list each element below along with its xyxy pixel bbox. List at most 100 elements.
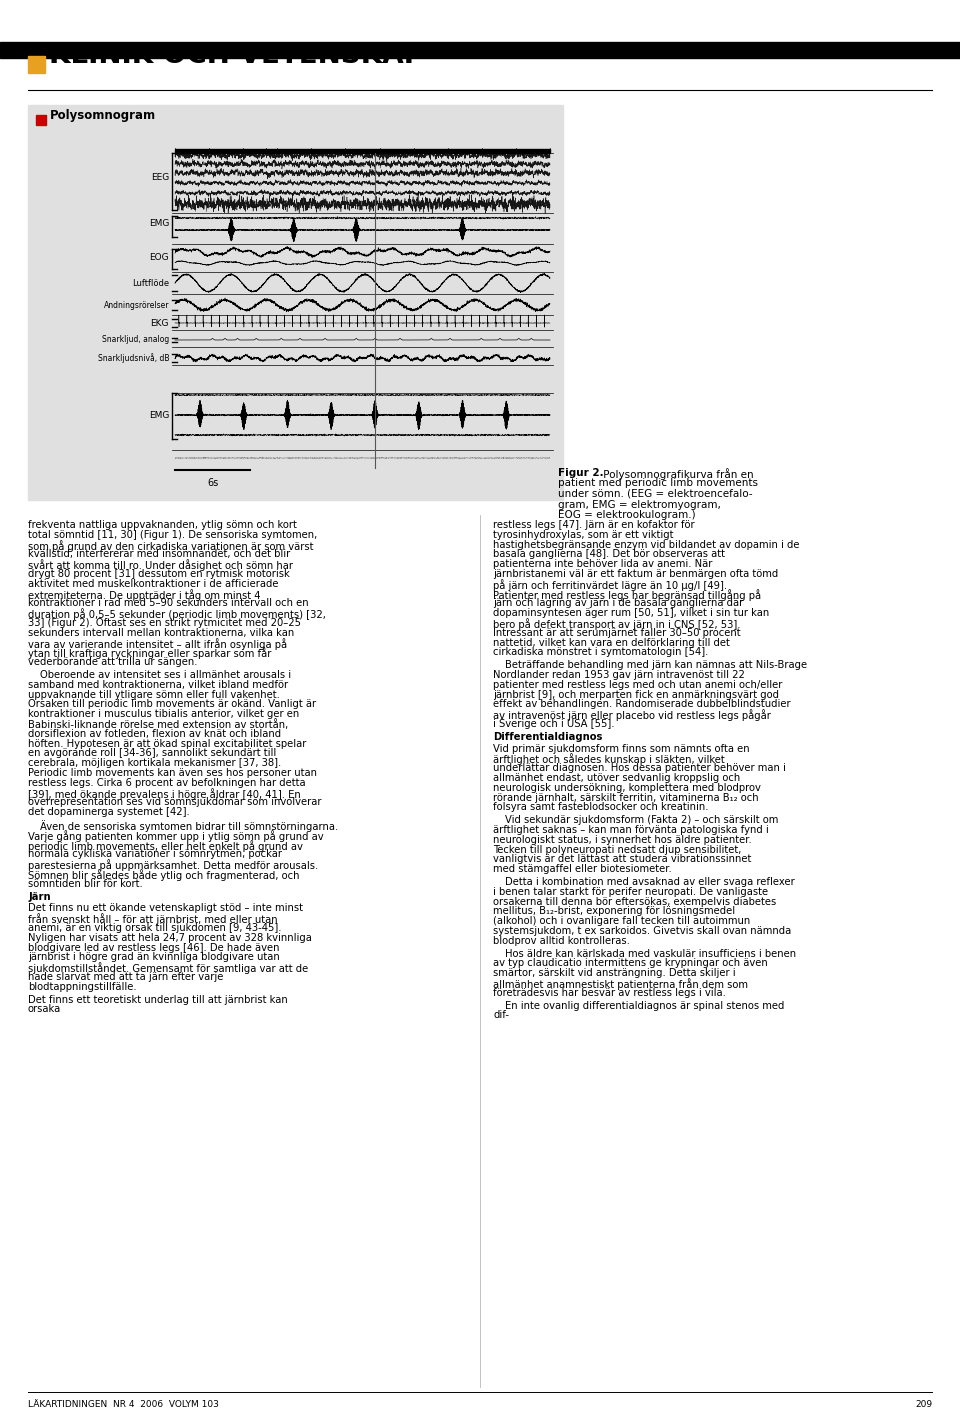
Text: EOG = elektrookulogram.): EOG = elektrookulogram.) <box>558 510 696 520</box>
Text: smärtor, särskilt vid ansträngning. Detta skiljer i: smärtor, särskilt vid ansträngning. Dett… <box>493 969 735 979</box>
Text: företrädesvis har besvär av restless legs i vila.: företrädesvis har besvär av restless leg… <box>493 988 726 998</box>
Text: systemsjukdom, t ex sarkoidos. Givetvis skall ovan nämnda: systemsjukdom, t ex sarkoidos. Givetvis … <box>493 926 791 936</box>
Text: överrepresentation ses vid sömnsjukdomar som involverar: överrepresentation ses vid sömnsjukdomar… <box>28 798 322 808</box>
Text: uppvaknande till ytligare sömn eller full vakenhet.: uppvaknande till ytligare sömn eller ful… <box>28 689 280 699</box>
Text: periodic limb movements, eller helt enkelt på grund av: periodic limb movements, eller helt enke… <box>28 840 302 851</box>
Text: blodprov alltid kontrolleras.: blodprov alltid kontrolleras. <box>493 936 630 946</box>
Text: anemi, är en viktig orsak till sjukdomen [9, 43-45].: anemi, är en viktig orsak till sjukdomen… <box>28 923 281 933</box>
Text: allmänhet endast, utöver sedvanlig kroppslig och: allmänhet endast, utöver sedvanlig kropp… <box>493 772 740 784</box>
Text: dif-: dif- <box>493 1011 509 1021</box>
Text: Polysomnografikurva från en: Polysomnografikurva från en <box>600 467 754 480</box>
Text: Patienter med restless legs har begränsad tillgång på: Patienter med restless legs har begränsa… <box>493 589 761 600</box>
Text: Periodic limb movements kan även ses hos personer utan: Periodic limb movements kan även ses hos… <box>28 768 317 778</box>
Text: drygt 80 procent [31] dessutom en rytmisk motorisk: drygt 80 procent [31] dessutom en rytmis… <box>28 569 290 579</box>
Text: som på grund av den cirkadiska variationen är som värst: som på grund av den cirkadiska variation… <box>28 539 314 552</box>
Text: orsaka: orsaka <box>28 1004 61 1014</box>
Text: 209: 209 <box>915 1401 932 1409</box>
Text: Snarkljudsnivå, dB: Snarkljudsnivå, dB <box>98 353 169 363</box>
Text: patient med periodic limb movements: patient med periodic limb movements <box>558 479 758 489</box>
Text: mellitus, B₁₂-brist, exponering för lösningsmedel: mellitus, B₁₂-brist, exponering för lösn… <box>493 907 735 916</box>
Text: blodgivare led av restless legs [46]. De hade även: blodgivare led av restless legs [46]. De… <box>28 943 279 953</box>
Text: Varje gång patienten kommer upp i ytlig sömn på grund av: Varje gång patienten kommer upp i ytlig … <box>28 830 324 842</box>
Text: effekt av behandlingen. Randomiserade dubbelblindstudier: effekt av behandlingen. Randomiserade du… <box>493 699 791 709</box>
Text: basala ganglierna [48]. Det bör observeras att: basala ganglierna [48]. Det bör observer… <box>493 549 725 559</box>
Text: orsakerna till denna bör eftersökas, exempelvis diabetes: orsakerna till denna bör eftersökas, exe… <box>493 897 777 907</box>
Text: extremiteterna. De uppträder i tåg om minst 4: extremiteterna. De uppträder i tåg om mi… <box>28 589 260 600</box>
Text: från svenskt håll – för att järnbrist, med eller utan: från svenskt håll – för att järnbrist, m… <box>28 914 277 925</box>
Text: järn och lagring av järn i de basala ganglierna där: järn och lagring av järn i de basala gan… <box>493 599 743 609</box>
Text: Vid sekundär sjukdomsform (Fakta 2) – och särskilt om: Vid sekundär sjukdomsform (Fakta 2) – oc… <box>505 815 779 825</box>
Text: EMG: EMG <box>149 411 169 419</box>
Text: Nyligen har visats att hela 24,7 procent av 328 kvinnliga: Nyligen har visats att hela 24,7 procent… <box>28 933 312 943</box>
Text: Polysomnogram: Polysomnogram <box>50 109 156 121</box>
Text: patienter med restless legs med och utan anemi och/eller: patienter med restless legs med och utan… <box>493 679 782 690</box>
Text: tyrosinhydroxylas, som är ett viktigt: tyrosinhydroxylas, som är ett viktigt <box>493 530 674 539</box>
Text: hastighetsbegränsande enzym vid bildandet av dopamin i de: hastighetsbegränsande enzym vid bildande… <box>493 539 800 549</box>
Text: neurologiskt status, i synnerhet hos äldre patienter.: neurologiskt status, i synnerhet hos äld… <box>493 834 752 844</box>
Text: i benen talar starkt för perifer neuropati. De vanligaste: i benen talar starkt för perifer neuropa… <box>493 887 768 897</box>
Text: total sömntid [11, 30] (Figur 1). De sensoriska symtomen,: total sömntid [11, 30] (Figur 1). De sen… <box>28 530 317 539</box>
Text: Även de sensoriska symtomen bidrar till sömnstörningarna.: Även de sensoriska symtomen bidrar till … <box>40 820 338 832</box>
Text: cerebrala, möjligen kortikala mekanismer [37, 38].: cerebrala, möjligen kortikala mekanismer… <box>28 758 281 768</box>
Text: Det finns ett teoretiskt underlag till att järnbrist kan: Det finns ett teoretiskt underlag till a… <box>28 994 288 1004</box>
Text: 33] (Figur 2). Oftast ses en strikt rytmicitet med 20–25: 33] (Figur 2). Oftast ses en strikt rytm… <box>28 618 301 628</box>
Text: aktivitet med muskelkontraktioner i de afficierade: aktivitet med muskelkontraktioner i de a… <box>28 579 278 589</box>
Text: Sömnen blir således både ytlig och fragmenterad, och: Sömnen blir således både ytlig och fragm… <box>28 868 300 881</box>
Text: med stämgaffel eller biotesiometer.: med stämgaffel eller biotesiometer. <box>493 864 672 874</box>
Text: folsyra samt fasteblodsocker och kreatinin.: folsyra samt fasteblodsocker och kreatin… <box>493 802 708 812</box>
Text: sömntiden blir för kort.: sömntiden blir för kort. <box>28 878 143 888</box>
Text: Vid primär sjukdomsform finns som nämnts ofta en: Vid primär sjukdomsform finns som nämnts… <box>493 744 750 754</box>
Text: nattetid, vilket kan vara en delförklaring till det: nattetid, vilket kan vara en delförklari… <box>493 638 730 648</box>
Text: kontraktioner i rad med 5–90 sekunders intervall och en: kontraktioner i rad med 5–90 sekunders i… <box>28 599 308 609</box>
Text: 6s: 6s <box>206 479 218 489</box>
Text: Tecken till polyneuropati nedsatt djup sensibilitet,: Tecken till polyneuropati nedsatt djup s… <box>493 844 741 854</box>
Bar <box>28 56 45 73</box>
Text: det dopaminerga systemet [42].: det dopaminerga systemet [42]. <box>28 808 190 818</box>
Text: ärftlighet saknas – kan man förvänta patologiska fynd i: ärftlighet saknas – kan man förvänta pat… <box>493 825 769 834</box>
Text: en avgörande roll [34-36], sannolikt sekundärt till: en avgörande roll [34-36], sannolikt sek… <box>28 748 276 758</box>
Text: gram, EMG = elektromyogram,: gram, EMG = elektromyogram, <box>558 500 721 510</box>
Text: hade slarvat med att ta järn efter varje: hade slarvat med att ta järn efter varje <box>28 971 224 981</box>
Text: En inte ovanlig differentialdiagnos är spinal stenos med: En inte ovanlig differentialdiagnos är s… <box>505 1001 784 1011</box>
Text: svårt att komma till ro. Under dåsighet och sömn har: svårt att komma till ro. Under dåsighet … <box>28 559 293 570</box>
Text: Figur 2.: Figur 2. <box>558 467 604 479</box>
Text: blodtappningstillfälle.: blodtappningstillfälle. <box>28 981 136 991</box>
Text: EKG: EKG <box>151 319 169 328</box>
Bar <box>0 42 960 58</box>
Text: kvällstid, interfererar med insomnandet, och det blir: kvällstid, interfererar med insomnandet,… <box>28 549 290 559</box>
Text: EMG: EMG <box>149 219 169 229</box>
Text: frekventa nattliga uppvaknanden, ytlig sömn och kort: frekventa nattliga uppvaknanden, ytlig s… <box>28 520 297 530</box>
Text: allmänhet anamnestiskt patienterna från dem som: allmänhet anamnestiskt patienterna från … <box>493 979 748 990</box>
Text: LÄKARTIDNINGEN  NR 4  2006  VOLYM 103: LÄKARTIDNINGEN NR 4 2006 VOLYM 103 <box>28 1401 219 1409</box>
Bar <box>28 104 563 500</box>
Text: järnbrist i högre grad än kvinnliga blodgivare utan: järnbrist i högre grad än kvinnliga blod… <box>28 953 279 963</box>
Text: höften. Hypotesen är att ökad spinal excitabilitet spelar: höften. Hypotesen är att ökad spinal exc… <box>28 738 306 748</box>
Text: bero på defekt transport av järn in i CNS [52, 53].: bero på defekt transport av järn in i CN… <box>493 618 740 630</box>
Text: duration på 0,5–5 sekunder (periodic limb movements) [32,: duration på 0,5–5 sekunder (periodic lim… <box>28 609 325 620</box>
Text: på järn och ferritinvärdet lägre än 10 μg/l [49].: på järn och ferritinvärdet lägre än 10 μ… <box>493 579 727 590</box>
Text: Oberoende av intensitet ses i allmänhet arousals i: Oberoende av intensitet ses i allmänhet … <box>40 671 291 681</box>
Text: parestesierna på uppmärksamhet. Detta medför arousals.: parestesierna på uppmärksamhet. Detta me… <box>28 858 319 871</box>
Text: samband med kontraktionerna, vilket ibland medför: samband med kontraktionerna, vilket ibla… <box>28 679 288 690</box>
Text: rörande järnhalt, särskilt ferritin, vitaminerna B₁₂ och: rörande järnhalt, särskilt ferritin, vit… <box>493 792 758 802</box>
Text: Detta i kombination med avsaknad av eller svaga reflexer: Detta i kombination med avsaknad av elle… <box>505 877 795 887</box>
Text: (alkohol) och i ovanligare fall tecken till autoimmun: (alkohol) och i ovanligare fall tecken t… <box>493 916 751 926</box>
Text: kontraktioner i musculus tibialis anterior, vilket ger en: kontraktioner i musculus tibialis anteri… <box>28 709 300 719</box>
Text: järnbristanemi väl är ett faktum är benmärgen ofta tömd: järnbristanemi väl är ett faktum är benm… <box>493 569 779 579</box>
Text: Intressant är att serumjärnet faller 30–50 procent: Intressant är att serumjärnet faller 30–… <box>493 628 740 638</box>
Text: Beträffande behandling med järn kan nämnas att Nils-Brage: Beträffande behandling med järn kan nämn… <box>505 661 807 671</box>
Text: ärftlighet och således kunskap i släkten, vilket: ärftlighet och således kunskap i släkten… <box>493 754 725 765</box>
Text: KLINIK OCH VETENSKAP: KLINIK OCH VETENSKAP <box>49 41 424 69</box>
Text: EEG: EEG <box>151 174 169 182</box>
Text: restless legs [47]. Järn är en kofaktor för: restless legs [47]. Järn är en kofaktor … <box>493 520 695 530</box>
Text: Babinski-liknande rörelse med extension av stortån,: Babinski-liknande rörelse med extension … <box>28 719 288 730</box>
Text: Nordlander redan 1953 gav järn intravenöst till 22: Nordlander redan 1953 gav järn intravenö… <box>493 671 745 681</box>
Text: under sömn. (EEG = elektroencefalo-: under sömn. (EEG = elektroencefalo- <box>558 489 753 498</box>
Text: [39], med ökande prevalens i högre åldrar [40, 41]. En: [39], med ökande prevalens i högre åldra… <box>28 788 300 799</box>
Text: vederbörande att trilla ur sängen.: vederbörande att trilla ur sängen. <box>28 657 198 668</box>
Text: vanligtvis är det lättast att studera vibrationssinnet: vanligtvis är det lättast att studera vi… <box>493 854 752 864</box>
Text: Luftflöde: Luftflöde <box>132 278 169 288</box>
Bar <box>36 114 46 126</box>
Text: vara av varierande intensitet – allt ifrån osynliga på: vara av varierande intensitet – allt ifr… <box>28 638 287 650</box>
Text: underlättar diagnosen. Hos dessa patienter behöver man i: underlättar diagnosen. Hos dessa patient… <box>493 764 786 774</box>
